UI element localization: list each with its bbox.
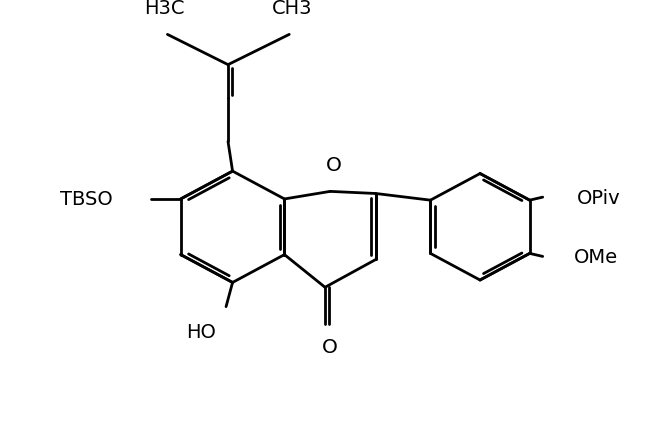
Text: O: O (322, 337, 338, 356)
Text: H3C: H3C (144, 0, 184, 18)
Text: OPiv: OPiv (577, 188, 620, 207)
Text: HO: HO (186, 322, 216, 341)
Text: CH3: CH3 (272, 0, 313, 18)
Text: TBSO: TBSO (60, 190, 112, 209)
Text: O: O (326, 156, 341, 175)
Text: OMe: OMe (574, 248, 618, 266)
